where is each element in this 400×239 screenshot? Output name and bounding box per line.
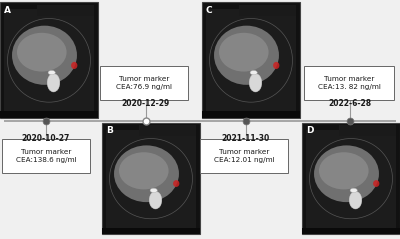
- Ellipse shape: [47, 74, 60, 92]
- Ellipse shape: [110, 139, 192, 219]
- Bar: [202, 111, 300, 118]
- Circle shape: [48, 71, 55, 75]
- Ellipse shape: [71, 62, 78, 69]
- Bar: [4, 9, 94, 111]
- Ellipse shape: [17, 33, 66, 71]
- Ellipse shape: [8, 19, 90, 102]
- Bar: [306, 130, 396, 228]
- Text: Tumor marker
CEA:76.9 ng/ml: Tumor marker CEA:76.9 ng/ml: [116, 76, 172, 90]
- FancyBboxPatch shape: [2, 139, 90, 173]
- Bar: [239, 5, 296, 16]
- Text: Tumor marker
CEA:13. 82 ng/ml: Tumor marker CEA:13. 82 ng/ml: [318, 76, 380, 90]
- Text: C: C: [206, 6, 212, 15]
- Ellipse shape: [173, 180, 180, 187]
- Bar: [0, 111, 98, 118]
- Text: 2020-12-29: 2020-12-29: [122, 98, 170, 108]
- Bar: [139, 125, 196, 136]
- Bar: [37, 5, 94, 16]
- Text: 2020-10-27: 2020-10-27: [22, 134, 70, 143]
- Bar: [106, 130, 196, 228]
- FancyBboxPatch shape: [200, 139, 288, 173]
- Bar: [102, 123, 200, 234]
- FancyBboxPatch shape: [100, 66, 188, 100]
- Ellipse shape: [310, 139, 392, 219]
- Circle shape: [350, 188, 357, 193]
- Ellipse shape: [349, 191, 362, 209]
- Bar: [302, 123, 400, 234]
- Ellipse shape: [114, 145, 179, 202]
- Ellipse shape: [149, 191, 162, 209]
- Bar: [302, 228, 400, 234]
- Circle shape: [150, 188, 157, 193]
- Ellipse shape: [373, 180, 380, 187]
- Bar: [102, 228, 200, 234]
- Ellipse shape: [119, 152, 168, 190]
- Ellipse shape: [319, 152, 368, 190]
- Ellipse shape: [214, 26, 279, 85]
- Text: D: D: [306, 126, 314, 136]
- Text: 2022-6-28: 2022-6-28: [328, 98, 372, 108]
- Bar: [0, 2, 98, 118]
- Bar: [206, 9, 296, 111]
- Ellipse shape: [210, 19, 292, 102]
- Text: B: B: [106, 126, 113, 136]
- FancyBboxPatch shape: [304, 66, 394, 100]
- Ellipse shape: [249, 74, 262, 92]
- Text: Tumor marker
CEA:138.6 ng/ml: Tumor marker CEA:138.6 ng/ml: [16, 149, 76, 163]
- Bar: [202, 2, 300, 118]
- Ellipse shape: [219, 33, 268, 71]
- Text: Tumor marker
CEA:12.01 ng/ml: Tumor marker CEA:12.01 ng/ml: [214, 149, 274, 163]
- Circle shape: [250, 71, 257, 75]
- Text: 2021-11-30: 2021-11-30: [222, 134, 270, 143]
- Bar: [339, 125, 396, 136]
- Ellipse shape: [273, 62, 280, 69]
- Ellipse shape: [12, 26, 77, 85]
- Ellipse shape: [314, 145, 379, 202]
- Text: A: A: [4, 6, 11, 15]
